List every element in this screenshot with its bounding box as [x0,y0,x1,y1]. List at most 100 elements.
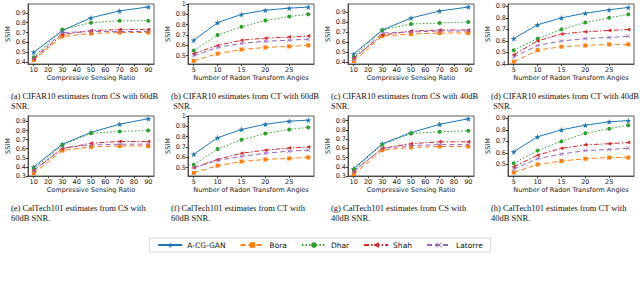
svg-text:90: 90 [464,178,472,186]
svg-text:0.3: 0.3 [16,172,26,180]
svg-text:0.8: 0.8 [16,19,26,27]
svg-text:5: 5 [512,66,516,74]
svg-text:15: 15 [237,66,245,74]
svg-text:60: 60 [101,66,109,74]
svg-text:A-CG-GAN: A-CG-GAN [187,241,225,250]
svg-text:0.4: 0.4 [336,58,346,66]
svg-text:50: 50 [87,178,95,186]
svg-text:0.7: 0.7 [16,136,26,144]
svg-text:30: 30 [378,66,386,74]
svg-text:10: 10 [213,178,221,186]
svg-text:30: 30 [58,66,66,74]
svg-text:0.5: 0.5 [16,154,26,162]
svg-text:0.9: 0.9 [176,122,186,130]
svg-text:70: 70 [115,178,123,186]
svg-text:0.5: 0.5 [336,48,346,56]
svg-text:0.8: 0.8 [176,21,186,29]
svg-text:15: 15 [237,178,245,186]
svg-text:50: 50 [87,66,95,74]
svg-text:90: 90 [144,178,152,186]
svg-text:(d) CIFAR10 estimates from CT: (d) CIFAR10 estimates from CT with 40dB [491,91,639,101]
svg-text:(a) CIFAR10 estimates from CS: (a) CIFAR10 estimates from CS with 60dB [11,91,160,101]
svg-text:40: 40 [73,178,81,186]
svg-text:Compressive Sensing Ratio: Compressive Sensing Ratio [47,74,135,82]
svg-text:70: 70 [435,178,443,186]
svg-text:25: 25 [285,178,293,186]
svg-text:1: 1 [182,112,186,120]
svg-text:0.7: 0.7 [336,28,346,36]
svg-text:40: 40 [393,178,401,186]
svg-text:80: 80 [450,66,458,74]
svg-text:25: 25 [605,66,613,74]
svg-text:(h) CalTech101 estimates from: (h) CalTech101 estimates from CT with [491,203,629,213]
svg-text:10: 10 [30,66,38,74]
svg-text:(f) CalTech101 estimates from: (f) CalTech101 estimates from CT with [171,203,307,213]
svg-text:SNR.: SNR. [331,101,350,111]
svg-text:SNR.: SNR. [491,101,512,111]
svg-text:10: 10 [213,66,221,74]
svg-text:0.5: 0.5 [336,154,346,162]
svg-text:0.6: 0.6 [496,37,506,45]
svg-text:80: 80 [130,178,138,186]
svg-text:0.5: 0.5 [16,48,26,56]
svg-text:0.7: 0.7 [336,135,346,143]
svg-text:70: 70 [115,66,123,74]
svg-text:0.6: 0.6 [176,153,186,161]
svg-text:0.6: 0.6 [16,145,26,153]
svg-text:20: 20 [364,66,372,74]
svg-text:15: 15 [557,66,565,74]
svg-text:Bora: Bora [269,241,286,250]
svg-text:25: 25 [605,178,613,186]
svg-text:5: 5 [192,66,196,74]
svg-text:0.4: 0.4 [336,163,346,171]
svg-text:40: 40 [393,66,401,74]
svg-text:0.7: 0.7 [176,31,186,39]
svg-text:SSIM: SSIM [484,26,492,42]
svg-text:Number of Radon Transform Angl: Number of Radon Transform Angles [513,186,629,194]
svg-text:0.9: 0.9 [16,117,26,125]
svg-text:30: 30 [378,178,386,186]
svg-text:Number of Radon Transform Angl: Number of Radon Transform Angles [513,74,629,82]
svg-text:80: 80 [450,178,458,186]
svg-text:Compressive Sensing Ratio: Compressive Sensing Ratio [47,186,135,194]
svg-text:Number of Radon Transform Angl: Number of Radon Transform Angles [193,74,309,82]
svg-text:0.8: 0.8 [496,126,506,134]
svg-text:0.8: 0.8 [16,127,26,135]
svg-text:SNR.: SNR. [171,101,192,111]
svg-text:(g) CalTech101 estimates from: (g) CalTech101 estimates from CS with [331,203,468,213]
svg-text:0.4: 0.4 [16,163,26,171]
svg-text:(c) CIFAR10 estimates from CS: (c) CIFAR10 estimates from CS with 40dB [331,91,480,101]
svg-text:0.4: 0.4 [16,58,26,66]
svg-text:20: 20 [581,178,589,186]
svg-text:10: 10 [350,66,358,74]
svg-text:90: 90 [464,66,472,74]
svg-text:0.7: 0.7 [496,137,506,145]
svg-text:50: 50 [407,66,415,74]
svg-text:1: 1 [182,0,186,8]
svg-text:70: 70 [435,66,443,74]
svg-text:0.9: 0.9 [496,2,506,10]
svg-text:Latorre: Latorre [456,241,483,250]
svg-text:0.8: 0.8 [336,126,346,134]
svg-text:40dB SNR.: 40dB SNR. [331,213,370,223]
svg-text:5: 5 [192,178,196,186]
svg-text:0.9: 0.9 [496,114,506,122]
svg-text:30: 30 [58,178,66,186]
svg-text:50: 50 [407,178,415,186]
svg-text:SSIM: SSIM [164,138,172,154]
svg-text:0.7: 0.7 [16,29,26,37]
svg-text:SSIM: SSIM [4,138,12,154]
svg-text:20: 20 [44,66,52,74]
svg-text:0.5: 0.5 [496,48,506,56]
svg-text:60dB SNR.: 60dB SNR. [171,213,210,223]
svg-text:15: 15 [557,178,565,186]
svg-text:40dB SNR.: 40dB SNR. [491,213,530,223]
svg-text:0.9: 0.9 [336,8,346,16]
svg-text:20: 20 [581,66,589,74]
svg-text:80: 80 [130,66,138,74]
svg-text:0.8: 0.8 [176,133,186,141]
svg-text:20: 20 [261,66,269,74]
svg-text:10: 10 [30,178,38,186]
svg-text:0.5: 0.5 [496,160,506,168]
svg-text:Dhar: Dhar [331,241,350,250]
